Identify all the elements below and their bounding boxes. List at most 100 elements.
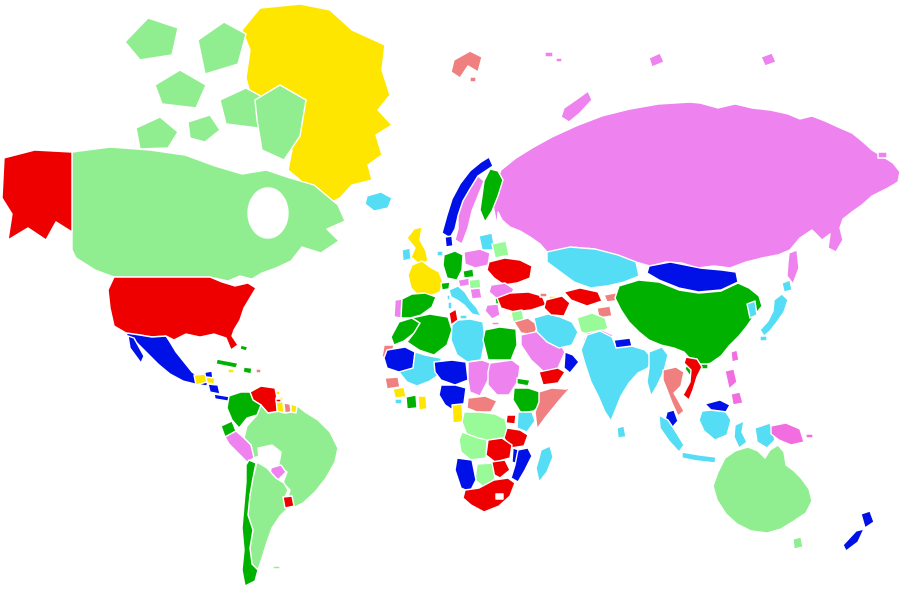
country-russia-new-siberian[interactable] xyxy=(760,52,777,67)
country-russia-sakhalin[interactable] xyxy=(786,249,800,285)
country-usa-alaska[interactable] xyxy=(1,149,73,241)
country-egypt[interactable] xyxy=(482,326,518,361)
country-uk[interactable] xyxy=(406,226,429,265)
country-mexico[interactable] xyxy=(125,332,214,387)
country-indonesia-java[interactable] xyxy=(681,451,717,464)
country-hungary[interactable] xyxy=(468,278,482,290)
country-cameroon[interactable] xyxy=(451,403,464,424)
country-papua-new-guinea-new-britain[interactable] xyxy=(805,433,814,439)
country-indonesia-sulawesi[interactable] xyxy=(733,420,748,449)
country-yemen[interactable] xyxy=(538,367,566,386)
country-germany[interactable] xyxy=(442,250,464,281)
country-sudan[interactable] xyxy=(487,359,521,396)
country-angola[interactable] xyxy=(458,431,488,461)
country-mexico-baja[interactable] xyxy=(127,335,145,364)
country-honduras[interactable] xyxy=(205,376,216,385)
country-malaysia-borneo[interactable] xyxy=(704,399,731,413)
country-indonesia-west-papua[interactable] xyxy=(754,422,776,449)
country-papua-new-guinea[interactable] xyxy=(770,422,805,446)
country-new-zealand-south[interactable] xyxy=(842,528,865,552)
country-ireland[interactable] xyxy=(401,247,412,262)
country-japan-honshu[interactable] xyxy=(759,293,789,337)
country-falkland-islands[interactable] xyxy=(272,565,281,570)
country-peru[interactable] xyxy=(224,430,255,463)
country-french-guiana[interactable] xyxy=(290,403,298,414)
country-georgia[interactable] xyxy=(539,292,548,298)
country-russia-franz-josef-2[interactable] xyxy=(555,57,563,63)
country-netherlands[interactable] xyxy=(436,250,444,257)
country-sierra-leone[interactable] xyxy=(394,398,403,405)
country-norway[interactable] xyxy=(441,156,494,239)
country-czechia[interactable] xyxy=(462,268,475,279)
country-korea[interactable] xyxy=(746,300,758,319)
country-trinidad[interactable] xyxy=(275,398,282,403)
country-canada-island-1[interactable] xyxy=(124,17,179,61)
country-suriname[interactable] xyxy=(283,402,292,414)
country-somalia[interactable] xyxy=(534,386,572,430)
country-svalbard-2[interactable] xyxy=(469,76,477,83)
country-central-african-republic[interactable] xyxy=(466,395,498,413)
country-italy-sicily[interactable] xyxy=(459,314,468,320)
country-japan-hokkaido[interactable] xyxy=(781,279,793,293)
country-new-zealand-north[interactable] xyxy=(860,510,875,529)
country-uruguay[interactable] xyxy=(282,495,295,509)
country-hispaniola[interactable] xyxy=(242,366,253,375)
country-spain[interactable] xyxy=(400,292,437,319)
country-canada-island-5[interactable] xyxy=(135,116,179,150)
country-guinea[interactable] xyxy=(392,386,407,399)
country-chad[interactable] xyxy=(467,359,491,397)
country-canada-island-7[interactable] xyxy=(187,114,221,143)
country-uzbekistan[interactable] xyxy=(563,287,603,307)
country-chile[interactable] xyxy=(241,459,259,587)
country-ivory-coast[interactable] xyxy=(405,394,418,410)
country-russia-franz-josef[interactable] xyxy=(544,51,554,58)
country-iceland[interactable] xyxy=(364,191,393,212)
country-belarus[interactable] xyxy=(491,240,510,259)
country-turkmenistan[interactable] xyxy=(543,295,571,317)
country-tajikistan[interactable] xyxy=(596,305,613,319)
country-serbia[interactable] xyxy=(469,287,483,300)
country-eritrea[interactable] xyxy=(516,377,531,387)
country-finland[interactable] xyxy=(479,168,504,223)
country-thailand[interactable] xyxy=(662,366,685,417)
country-kazakhstan[interactable] xyxy=(546,246,640,289)
country-indonesia-borneo[interactable] xyxy=(698,409,732,441)
country-australia[interactable] xyxy=(712,444,813,534)
country-sweden[interactable] xyxy=(454,175,485,245)
country-france[interactable] xyxy=(407,260,444,297)
country-russia-severnaya-zemlya[interactable] xyxy=(648,52,665,68)
country-svalbard[interactable] xyxy=(450,50,483,79)
country-switzerland[interactable] xyxy=(440,281,451,291)
country-canada-island-2[interactable] xyxy=(197,21,247,75)
country-vietnam[interactable] xyxy=(682,356,703,401)
country-puerto-rico[interactable] xyxy=(255,368,262,374)
country-kenya[interactable] xyxy=(516,411,536,433)
country-uganda[interactable] xyxy=(505,414,517,425)
country-colombia[interactable] xyxy=(226,391,262,429)
country-libya[interactable] xyxy=(450,318,486,363)
country-italy-corsica[interactable] xyxy=(446,294,451,301)
country-niger[interactable] xyxy=(433,359,469,386)
country-cuba[interactable] xyxy=(215,358,239,369)
country-philippines-mindanao[interactable] xyxy=(730,391,744,406)
country-greece[interactable] xyxy=(484,303,501,320)
country-greece-crete[interactable] xyxy=(491,321,500,326)
country-mongolia[interactable] xyxy=(646,261,739,293)
country-myanmar[interactable] xyxy=(646,346,669,397)
country-canada-island-3[interactable] xyxy=(154,69,207,109)
country-russia-novaya-zemlya[interactable] xyxy=(560,90,593,123)
country-south-africa[interactable] xyxy=(462,477,516,513)
country-australia-tasmania[interactable] xyxy=(792,536,804,550)
country-bolivia[interactable] xyxy=(257,444,282,468)
country-indonesia-sumatra[interactable] xyxy=(658,414,685,453)
country-denmark[interactable] xyxy=(444,235,454,248)
country-lesotho[interactable] xyxy=(495,493,504,500)
country-mozambique[interactable] xyxy=(510,447,533,483)
country-oman[interactable] xyxy=(563,351,580,374)
country-philippines-luzon[interactable] xyxy=(724,368,738,390)
country-nepal[interactable] xyxy=(613,337,633,349)
country-russia-wrangel[interactable] xyxy=(877,151,888,159)
country-canada-island-6[interactable] xyxy=(254,84,307,161)
country-italy-sardinia[interactable] xyxy=(447,301,453,310)
country-china[interactable] xyxy=(614,279,763,367)
